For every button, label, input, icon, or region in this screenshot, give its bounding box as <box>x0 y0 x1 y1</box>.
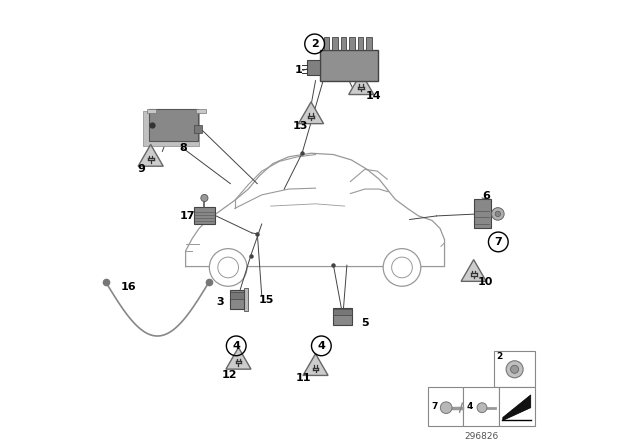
Text: 12: 12 <box>221 370 237 380</box>
Text: 16: 16 <box>120 282 136 292</box>
Bar <box>340 37 346 50</box>
Text: 8: 8 <box>179 143 188 153</box>
Bar <box>463 388 499 426</box>
Bar <box>194 207 215 224</box>
Bar <box>333 308 352 325</box>
Circle shape <box>495 211 500 217</box>
Text: 17: 17 <box>180 211 196 221</box>
Text: 3: 3 <box>217 297 225 307</box>
Bar <box>194 125 202 133</box>
Polygon shape <box>503 395 531 421</box>
Bar <box>147 109 157 113</box>
Text: 1: 1 <box>294 65 302 75</box>
Bar <box>349 37 355 50</box>
Bar <box>428 388 463 426</box>
Text: 296826: 296826 <box>464 432 499 441</box>
Bar <box>196 109 206 113</box>
Circle shape <box>392 257 412 278</box>
Bar <box>230 292 244 299</box>
Bar <box>149 109 198 141</box>
Polygon shape <box>138 145 163 166</box>
Bar <box>307 60 320 75</box>
Bar <box>320 50 378 81</box>
Text: 2: 2 <box>497 352 502 361</box>
Bar <box>244 288 248 311</box>
Circle shape <box>201 194 208 202</box>
Text: 5: 5 <box>361 319 369 328</box>
Bar <box>324 37 330 50</box>
Polygon shape <box>298 102 324 124</box>
Circle shape <box>209 249 247 286</box>
Bar <box>494 351 535 388</box>
Text: 9: 9 <box>138 164 146 174</box>
Bar <box>474 199 491 228</box>
Text: 15: 15 <box>259 295 274 305</box>
Circle shape <box>440 402 452 414</box>
Text: 4: 4 <box>467 402 474 411</box>
Bar <box>333 310 352 315</box>
Bar <box>358 37 364 50</box>
Polygon shape <box>349 73 374 95</box>
Text: 11: 11 <box>295 373 311 383</box>
Circle shape <box>506 361 523 378</box>
Bar <box>499 388 535 426</box>
Text: 6: 6 <box>483 191 491 201</box>
Circle shape <box>218 257 239 278</box>
Text: 10: 10 <box>478 277 493 287</box>
Text: 2: 2 <box>311 39 319 49</box>
Text: 13: 13 <box>292 121 308 131</box>
Bar <box>332 37 338 50</box>
Text: 7: 7 <box>495 237 502 247</box>
Text: 14: 14 <box>366 91 381 101</box>
Circle shape <box>477 403 487 413</box>
Polygon shape <box>226 348 251 369</box>
Text: 4: 4 <box>317 341 325 351</box>
Polygon shape <box>461 260 486 281</box>
Bar <box>230 290 244 309</box>
Bar <box>366 37 372 50</box>
Bar <box>143 111 200 146</box>
Circle shape <box>511 365 518 373</box>
Text: 4: 4 <box>232 341 240 351</box>
Polygon shape <box>303 354 328 375</box>
Text: 7: 7 <box>431 402 438 411</box>
Circle shape <box>383 249 421 286</box>
Circle shape <box>492 208 504 220</box>
